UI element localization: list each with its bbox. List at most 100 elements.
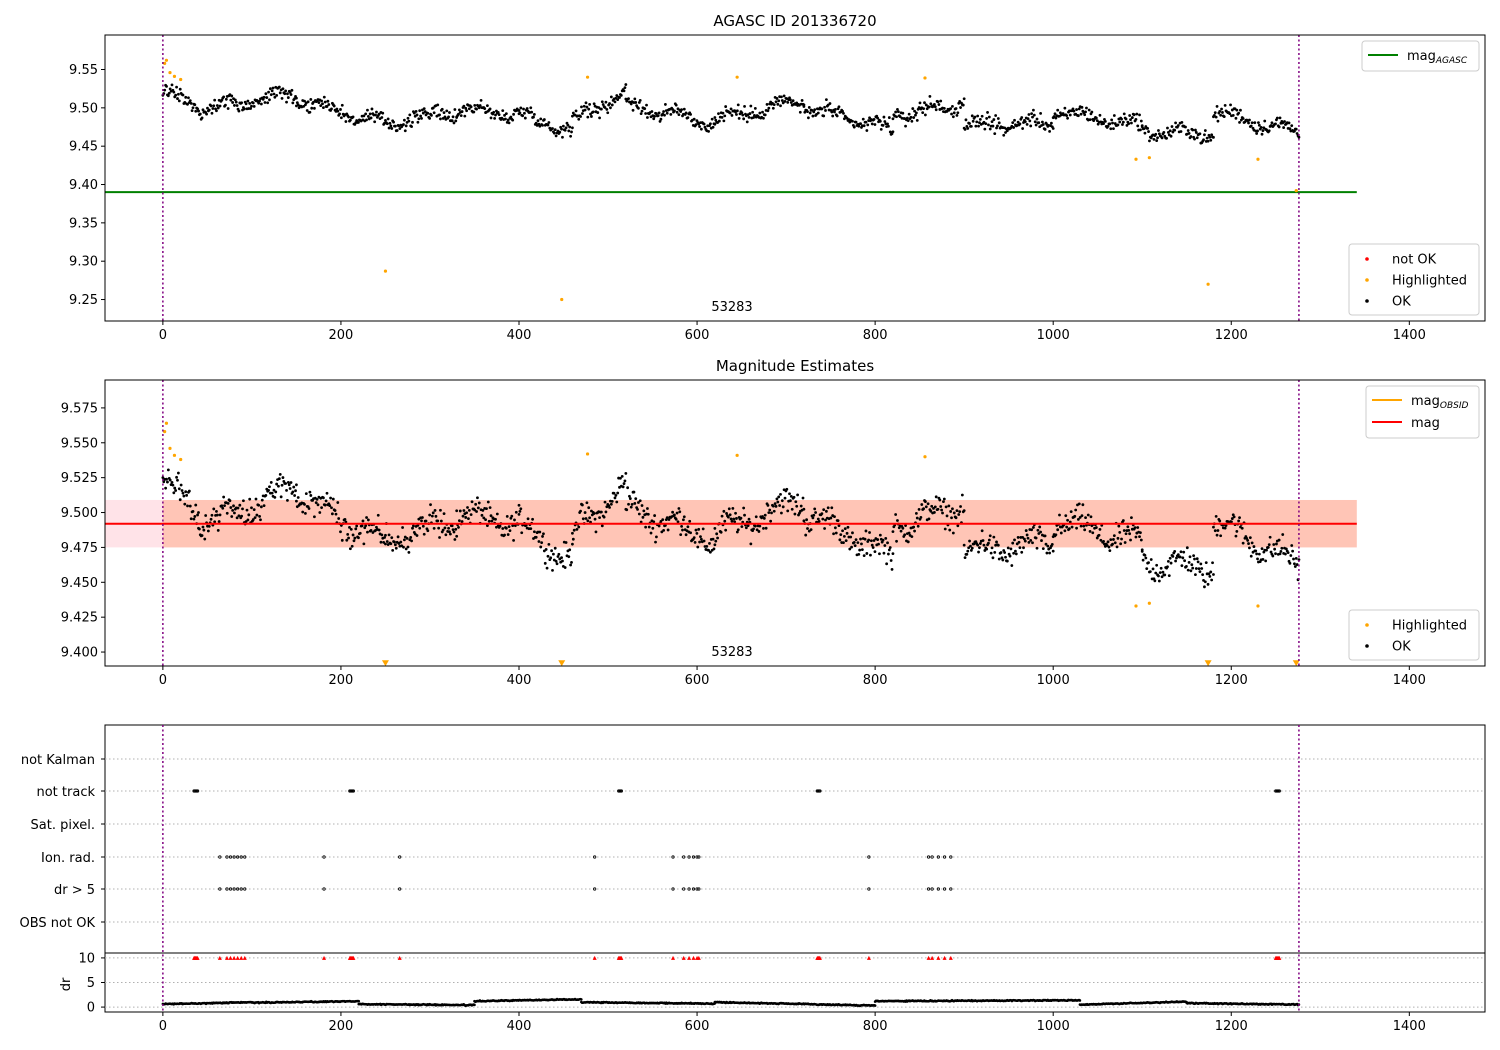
ok-point [954, 107, 958, 110]
ok-point [609, 106, 612, 110]
ok-point [175, 85, 178, 89]
ok-point [1075, 108, 1078, 111]
ok-point [483, 107, 487, 110]
ok-point [775, 497, 779, 501]
ok-point [1023, 120, 1027, 124]
ok-point [561, 124, 565, 128]
ok-point [1117, 524, 1121, 528]
ok-point [439, 519, 443, 523]
ok-point [170, 83, 174, 87]
ok-point [663, 113, 666, 117]
ok-point [379, 540, 383, 544]
legend-marker [1365, 257, 1369, 261]
dr-capped-marker [866, 955, 871, 960]
ok-point [985, 547, 989, 551]
ok-point [1083, 528, 1087, 532]
dr-capped-marker [195, 955, 200, 960]
ok-point [1199, 562, 1203, 566]
ok-point [323, 503, 327, 507]
ok-point [770, 511, 773, 515]
ok-point [1036, 528, 1040, 532]
dr-capped-marker [671, 955, 676, 960]
ok-point [780, 511, 783, 515]
ok-point [268, 485, 271, 489]
ok-point [1185, 565, 1188, 568]
ok-point [564, 541, 568, 544]
ok-point [1223, 526, 1227, 530]
ok-point [857, 552, 861, 556]
ok-point [1200, 567, 1204, 570]
ok-point [862, 554, 866, 558]
ok-point [599, 510, 603, 514]
ok-point [186, 504, 189, 508]
ok-point [204, 514, 208, 517]
ok-point [316, 503, 320, 507]
ok-point [1126, 525, 1130, 529]
ok-point [347, 536, 350, 540]
ok-point [1032, 108, 1035, 112]
ok-point [1080, 514, 1084, 518]
ok-point [708, 542, 711, 545]
ok-point [1022, 546, 1025, 550]
ok-point [1116, 536, 1120, 540]
flag-marker [697, 855, 701, 859]
ok-point [166, 94, 170, 98]
ok-point [1021, 536, 1025, 539]
ok-point [701, 527, 705, 531]
ok-point [1139, 128, 1142, 132]
ok-point [970, 546, 974, 550]
ok-point [355, 524, 359, 528]
ok-point [1075, 526, 1078, 530]
ok-point [1089, 515, 1093, 519]
ok-point [1112, 534, 1116, 538]
ok-point [266, 101, 270, 105]
ok-point [988, 534, 992, 538]
ok-point [905, 116, 909, 120]
ok-point [596, 111, 600, 114]
ok-point [758, 524, 762, 528]
ok-point [699, 537, 703, 541]
ok-point [1255, 132, 1259, 135]
ok-point [1237, 519, 1241, 523]
ok-point [339, 108, 342, 111]
ok-point [1203, 129, 1207, 132]
ok-point [623, 479, 627, 483]
ok-point [1074, 508, 1078, 512]
ok-point [644, 525, 648, 529]
ok-point [942, 497, 946, 501]
ok-point [1157, 574, 1160, 578]
y-tick-label: 9.30 [69, 255, 98, 270]
ok-point [804, 533, 808, 537]
ok-point [1234, 534, 1238, 538]
ok-point [766, 503, 770, 507]
ok-point [870, 122, 874, 126]
ok-point [496, 110, 500, 114]
flag-marker [228, 887, 233, 891]
ok-point [465, 109, 469, 113]
ok-point [966, 127, 970, 130]
ok-point [517, 513, 521, 516]
ok-point [364, 524, 368, 527]
ok-point [294, 489, 297, 493]
ok-point [476, 506, 480, 510]
ok-point [1169, 561, 1173, 565]
ok-point [405, 536, 409, 540]
ok-point [387, 126, 391, 130]
ok-point [544, 548, 548, 551]
ok-point [923, 500, 927, 503]
ok-point [966, 549, 970, 553]
ok-point [806, 110, 809, 113]
ok-point [852, 541, 856, 544]
ok-point [571, 531, 574, 535]
ok-point [269, 481, 273, 484]
ok-point [257, 503, 261, 507]
ok-point [792, 495, 796, 499]
x-tick-label: 1400 [1393, 673, 1426, 688]
ok-point [891, 117, 895, 121]
ok-point [962, 509, 966, 513]
ok-point [886, 122, 889, 126]
ok-point [580, 105, 583, 109]
ok-point [970, 114, 974, 118]
ok-point [1260, 132, 1264, 136]
flag-marker [218, 855, 222, 859]
